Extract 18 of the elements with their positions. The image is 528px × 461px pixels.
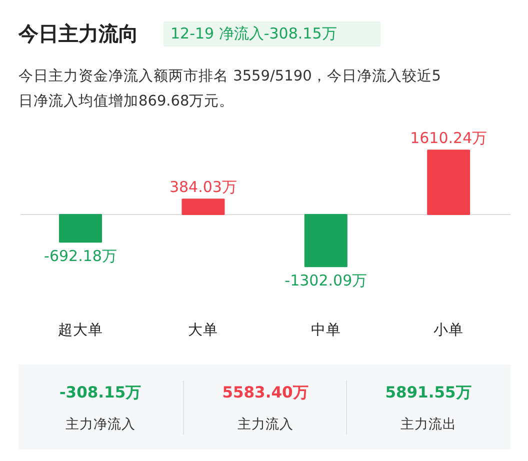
text: 主力净流入 — [66, 416, 136, 432]
text: 5583.40万 — [222, 384, 309, 402]
text: 5891.55万 — [385, 384, 472, 402]
text: 主力流入 — [238, 416, 294, 432]
data-label: -1302.09万 — [284, 272, 368, 290]
data-label: -692.18万 — [44, 247, 117, 266]
data-label: 384.03万 — [169, 178, 237, 196]
text: 日净流入均值增加869.68万元。 — [18, 92, 234, 110]
x-tick-label: 中单 — [310, 322, 341, 338]
text: 主力流出 — [400, 416, 456, 432]
text: 今日主力资金净流入额两市排名 3559/5190，今日净流入较近5 — [18, 68, 442, 84]
chart-subtitle: 12-19 净流入-308.15万 — [170, 24, 337, 42]
chart-title: 今日主力流向 — [18, 22, 138, 46]
text: -308.15万 — [59, 384, 142, 402]
x-tick-label: 大单 — [188, 322, 218, 338]
x-tick-label: 超大单 — [58, 322, 103, 338]
x-tick-label: 小单 — [434, 322, 464, 338]
data-label: 1610.24万 — [410, 129, 488, 148]
